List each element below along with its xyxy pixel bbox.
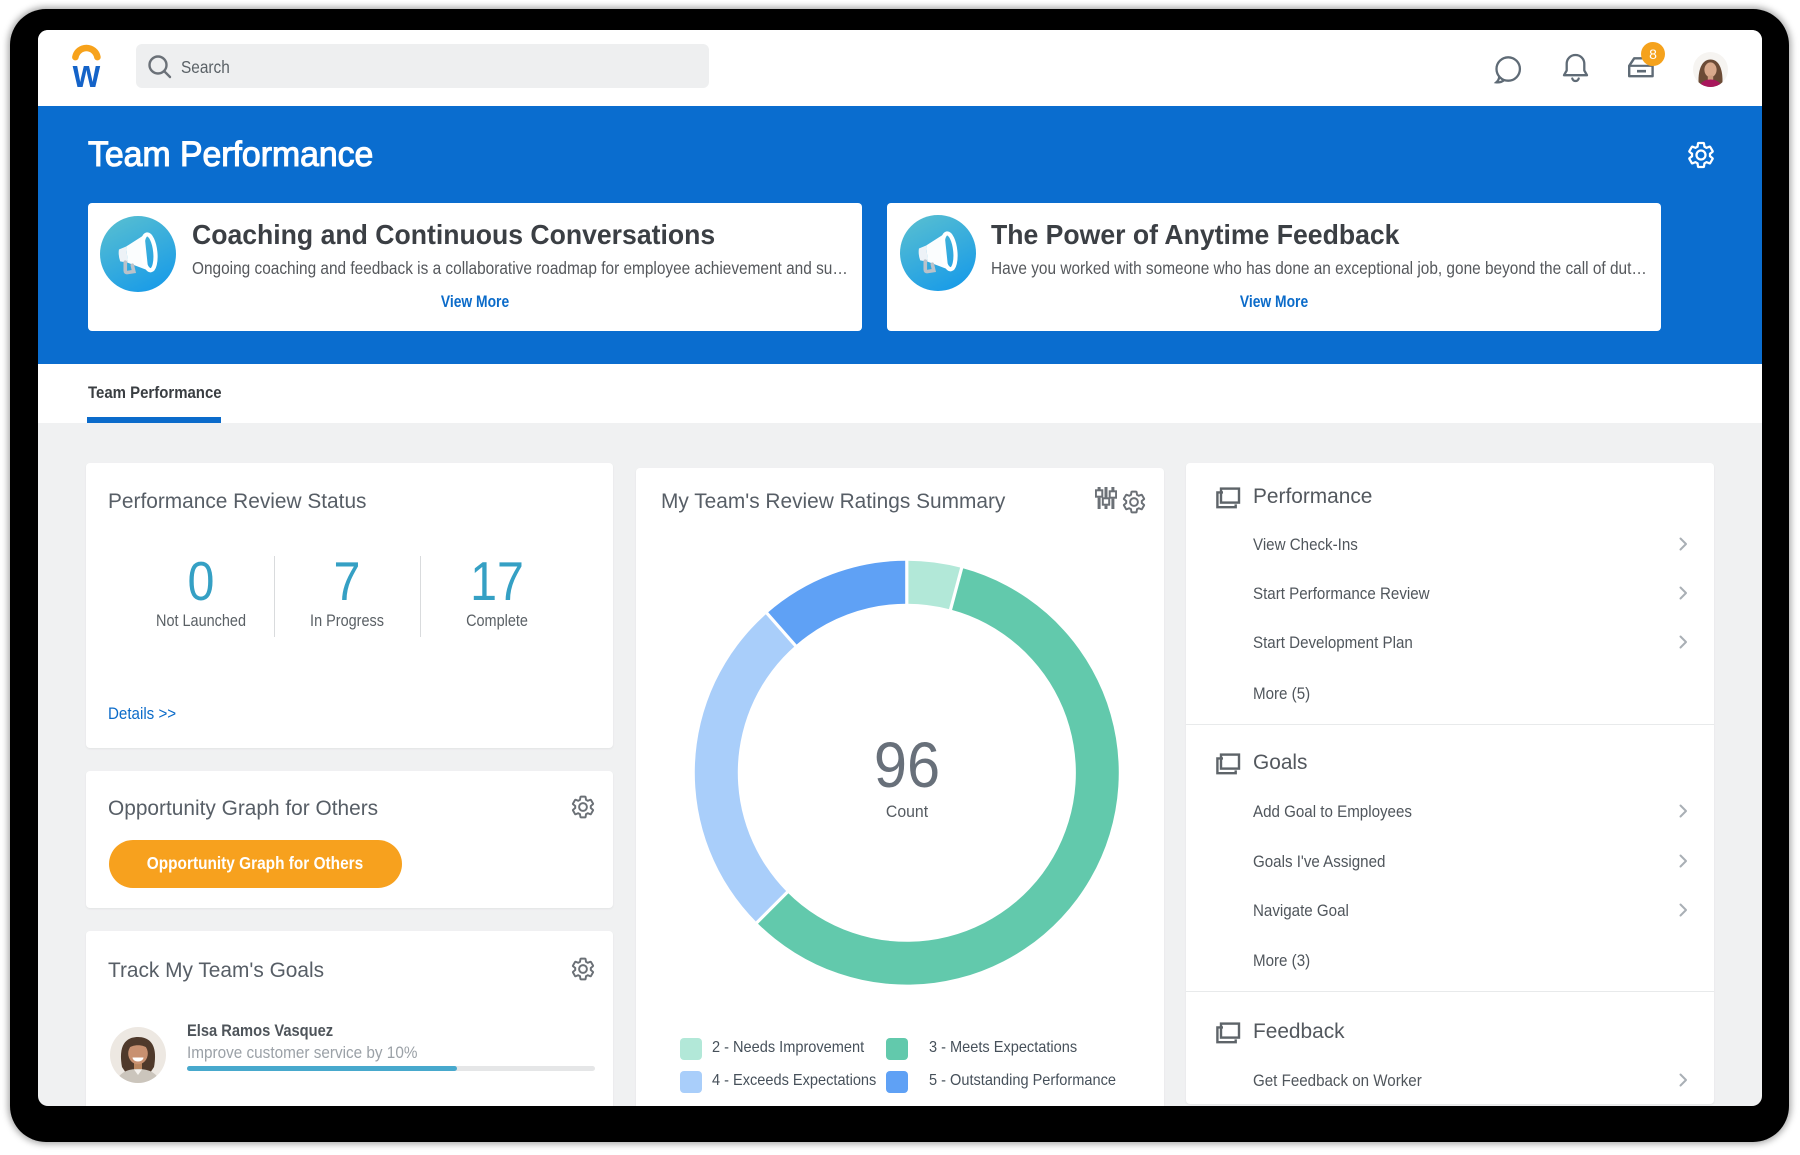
- svg-text:w: w: [72, 51, 101, 92]
